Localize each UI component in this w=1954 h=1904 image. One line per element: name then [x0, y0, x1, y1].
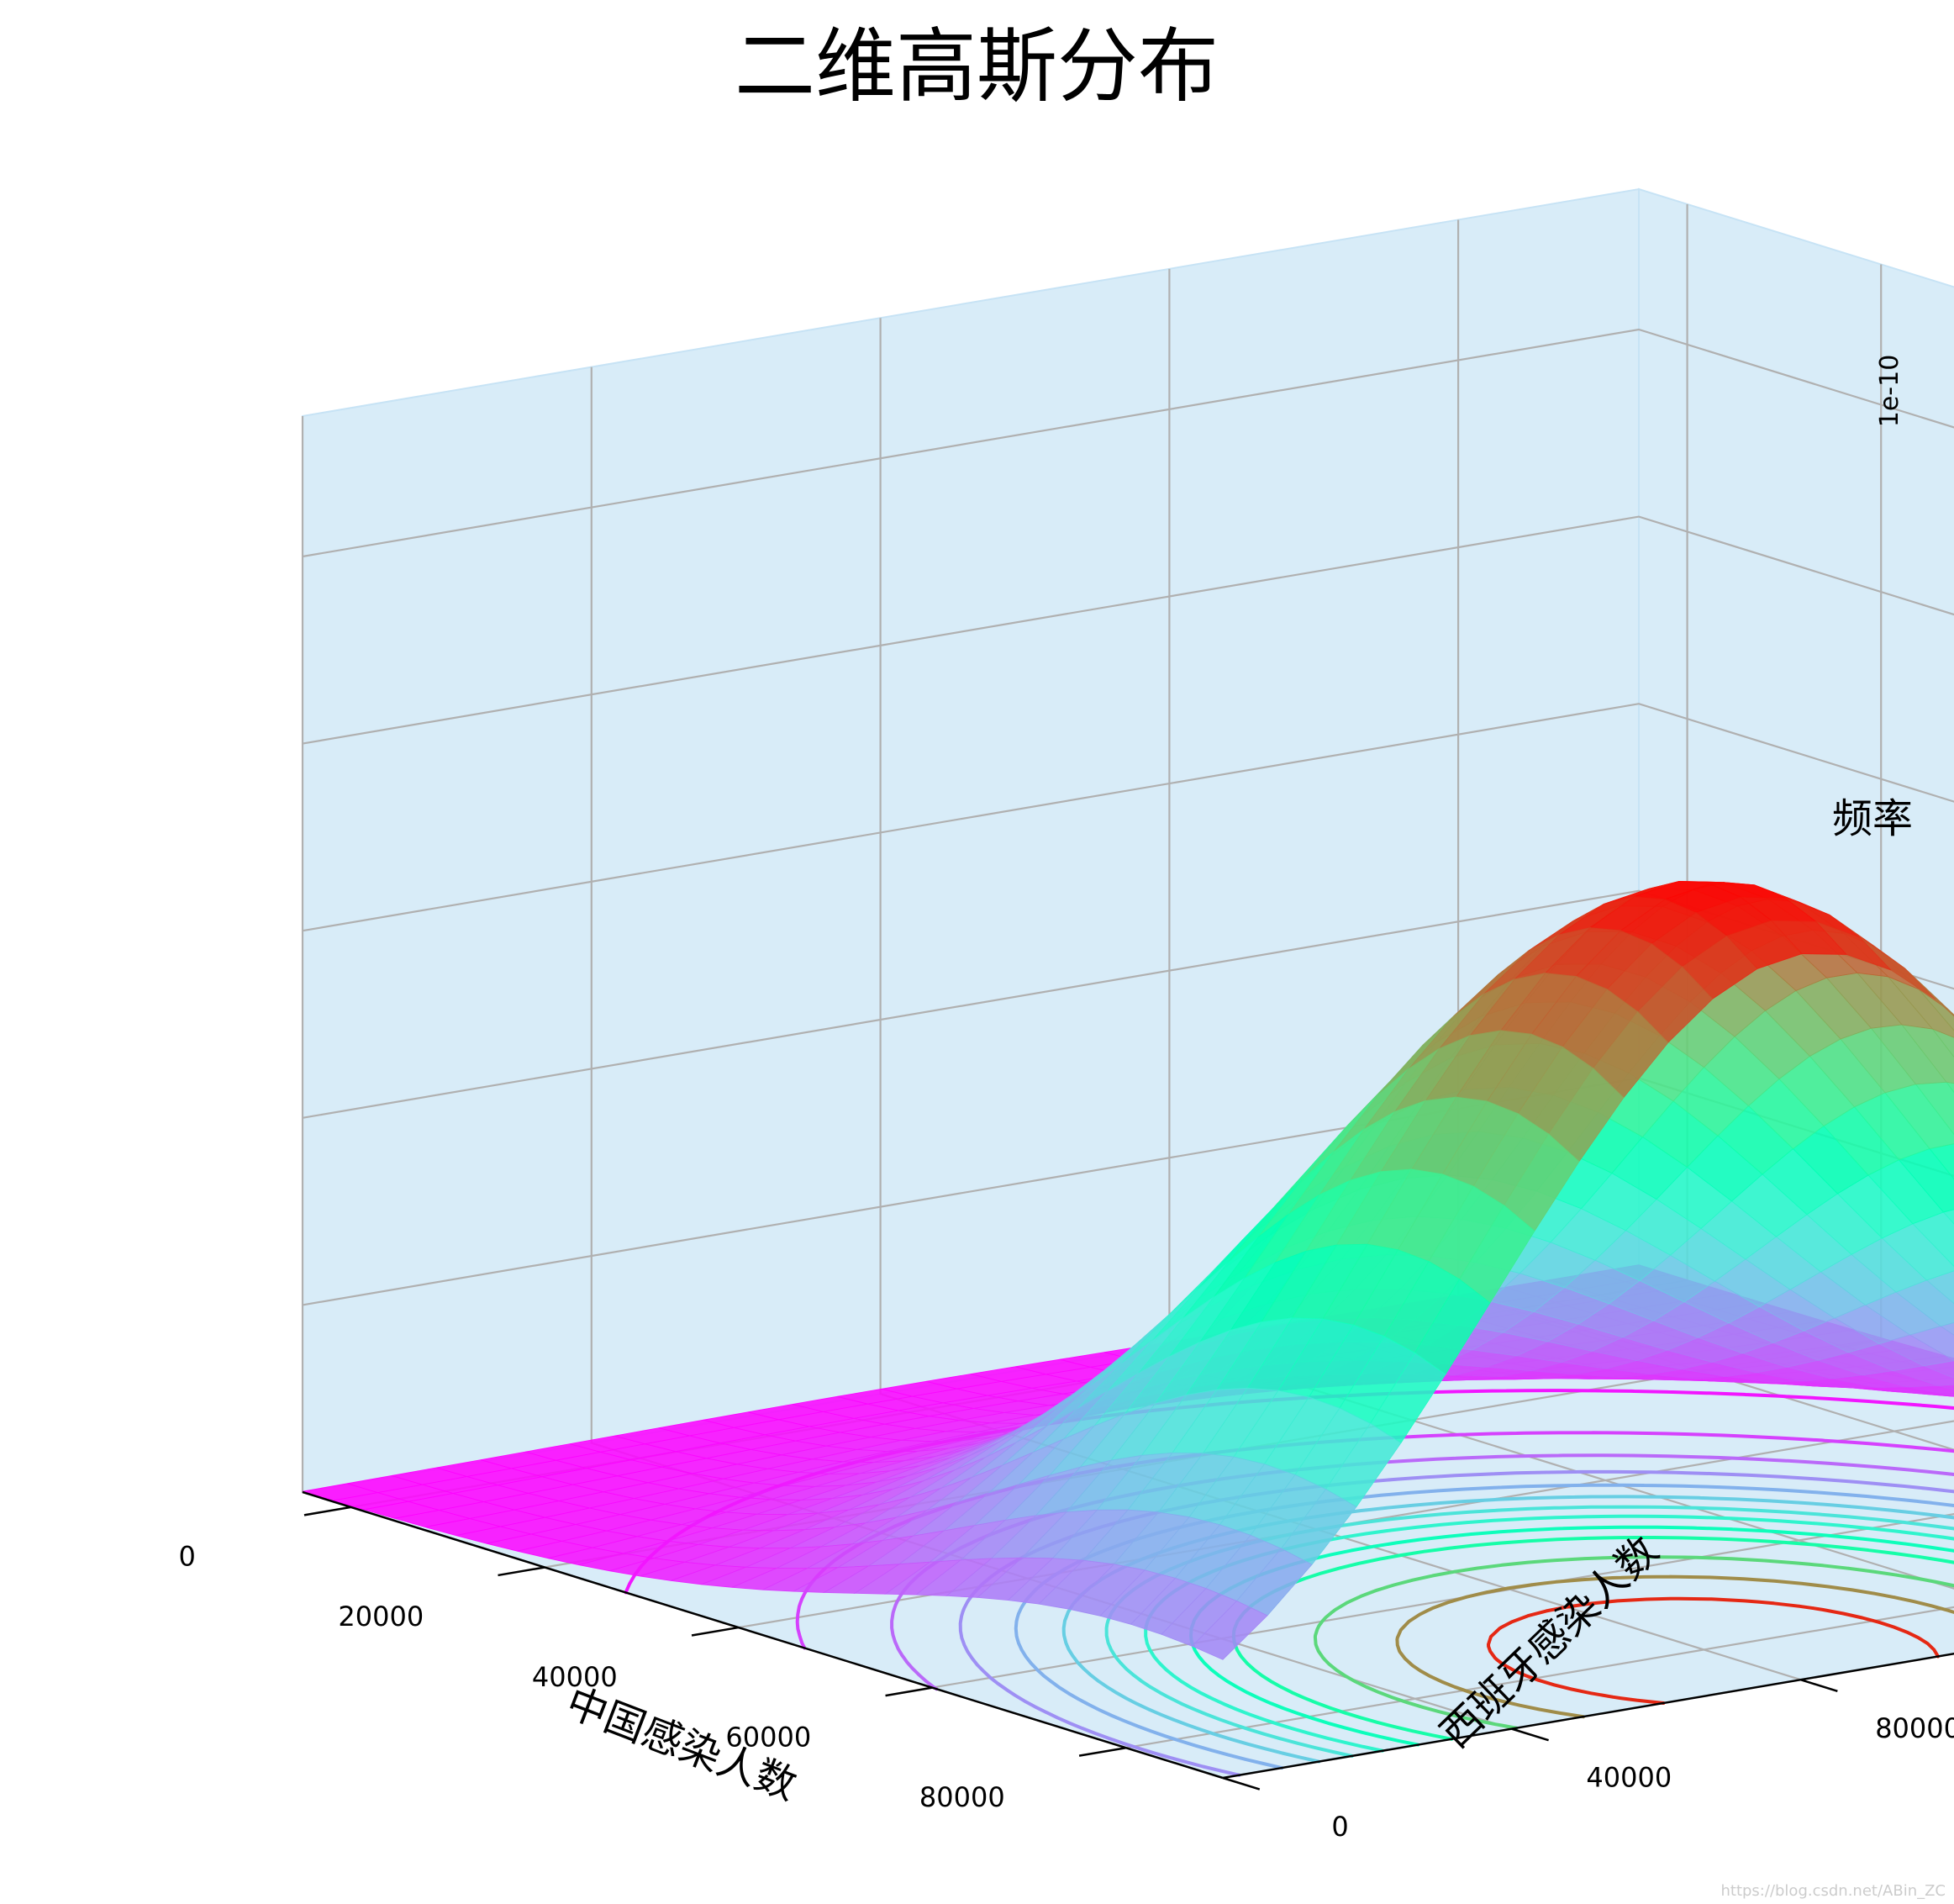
x-tick-label: 0 — [179, 1541, 196, 1573]
y-tick-label: 0 — [1331, 1811, 1348, 1843]
chart-title: 二维高斯分布 — [735, 19, 1219, 113]
y-tick-mark — [1222, 1776, 1261, 1791]
grid-line-z — [302, 515, 1954, 745]
gaussian-surface — [302, 880, 1954, 1660]
surface-patch — [1937, 1384, 1954, 1390]
x-tick-mark — [885, 1686, 933, 1697]
surface-patch — [1946, 1081, 1954, 1094]
watermark-text: https://blog.csdn.net/ABin_ZC — [1720, 1882, 1946, 1900]
z-offset-label: 1e-10 — [1875, 355, 1904, 428]
x-tick-mark — [1078, 1746, 1126, 1757]
x-tick-label: 60000 — [725, 1721, 811, 1753]
x-tick-label: 40000 — [532, 1661, 618, 1693]
x-tick-label: 20000 — [338, 1601, 424, 1632]
y-tick-mark — [1800, 1679, 1838, 1693]
surface-patch — [1940, 1322, 1954, 1336]
y-tick-mark — [1511, 1727, 1549, 1742]
x-tick-mark — [691, 1626, 739, 1637]
x-tick-label: 80000 — [919, 1781, 1005, 1813]
y-tick-label: 40000 — [1586, 1762, 1672, 1794]
contour-line — [1395, 1574, 1954, 1719]
x-tick-mark — [498, 1566, 545, 1577]
tick-labels: 0200004000060000800000400008000012000016… — [179, 1541, 1954, 1843]
grid-line-z — [302, 328, 1954, 558]
y-axis-line — [1222, 1652, 1954, 1780]
grid-line-z — [302, 703, 1954, 932]
grid-line-x — [1125, 1606, 1954, 1749]
surface-patch — [1942, 1209, 1954, 1225]
contour-line — [1487, 1596, 1940, 1705]
contour-line — [1313, 1555, 1954, 1730]
axis-lines — [302, 1490, 1954, 1791]
x-axis-line — [302, 1490, 1224, 1780]
y-tick-label: 80000 — [1875, 1712, 1954, 1744]
x-tick-mark — [303, 1506, 351, 1516]
z-axis-label: 频率 — [1832, 795, 1913, 842]
surface-patch — [1191, 1601, 1268, 1660]
grid-line-x — [932, 1513, 1954, 1689]
grid-line-z — [302, 889, 1954, 1119]
